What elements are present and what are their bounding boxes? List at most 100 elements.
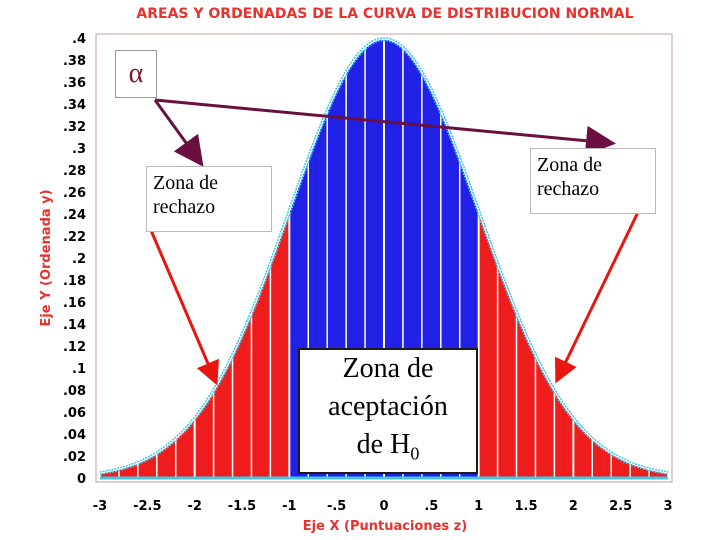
distribution-slice [452, 141, 455, 478]
distribution-slice [257, 296, 260, 478]
distribution-slice [431, 92, 434, 479]
distribution-slice [374, 40, 377, 478]
distribution-slice [550, 386, 553, 478]
distribution-slice [607, 451, 610, 478]
distribution-slice [342, 77, 345, 479]
distribution-slice [276, 246, 279, 478]
distribution-slice [490, 246, 493, 478]
distribution-slice [510, 301, 514, 478]
distribution-slice [304, 167, 307, 479]
distribution-slice [461, 167, 464, 479]
distribution-slice [349, 65, 353, 479]
distribution-slice [526, 337, 529, 478]
distribution-slice [126, 466, 129, 478]
distribution-slice [442, 118, 445, 479]
distribution-slice [474, 203, 478, 478]
y-tick-label: .18 [63, 274, 86, 289]
distribution-slice [465, 177, 468, 478]
distribution-slice [544, 376, 548, 478]
distribution-slice [111, 470, 114, 478]
y-tick-label: .14 [63, 318, 86, 333]
x-tick-label: -.5 [327, 499, 346, 514]
distribution-slice [312, 146, 315, 478]
distribution-slice [425, 81, 428, 479]
distribution-slice [149, 457, 152, 478]
y-tick-label: 0 [77, 472, 86, 487]
distribution-slice [601, 447, 604, 478]
distribution-slice [325, 113, 328, 478]
x-tick-label: 0 [379, 499, 388, 514]
chart-title: AREAS Y ORDENADAS DE LA CURVA DE DISTRIB… [136, 6, 633, 22]
distribution-slice [329, 104, 332, 479]
distribution-slice [385, 39, 389, 479]
distribution-slice [196, 414, 199, 478]
distribution-slice [188, 424, 192, 478]
distribution-slice [448, 132, 451, 478]
distribution-slice [582, 430, 585, 478]
distribution-slice [249, 315, 252, 478]
distribution-slice [300, 177, 303, 478]
distribution-slice [251, 310, 254, 478]
y-tick-label: .04 [63, 428, 86, 443]
distribution-slice [154, 453, 158, 478]
distribution-slice [533, 354, 536, 478]
distribution-slice [221, 376, 224, 478]
y-tick-label: .24 [63, 208, 86, 223]
distribution-slice [404, 50, 408, 479]
distribution-slice [306, 161, 309, 478]
distribution-slice [552, 389, 555, 478]
distribution-slice [107, 471, 110, 478]
distribution-slice [497, 266, 500, 478]
distribution-slice [310, 151, 313, 478]
distribution-slice [135, 463, 139, 478]
acceptance-zone-label: Zona de aceptación de H0 [298, 348, 478, 474]
distribution-slice [291, 203, 294, 478]
distribution-slice [224, 369, 228, 478]
distribution-slice [531, 350, 534, 478]
distribution-slice [664, 472, 667, 478]
distribution-slice [399, 45, 402, 479]
distribution-slice [321, 122, 324, 478]
distribution-slice [594, 441, 597, 478]
distribution-slice [463, 172, 466, 478]
distribution-slice [491, 251, 495, 478]
distribution-slice [520, 324, 523, 478]
distribution-slice [554, 392, 557, 478]
distribution-slice [493, 256, 496, 478]
distribution-slice [658, 471, 661, 478]
distribution-slice [245, 324, 248, 478]
distribution-slice [408, 54, 411, 479]
distribution-slice [397, 44, 400, 478]
rejection-zone-right-label: Zona de rechazo [530, 148, 656, 214]
distribution-slice [380, 39, 383, 479]
distribution-slice [211, 392, 214, 478]
distribution-slice [433, 96, 436, 479]
x-tick-label: 3 [663, 499, 672, 514]
distribution-slice [471, 193, 474, 479]
distribution-slice [332, 96, 336, 479]
alpha-arrow-right [154, 98, 616, 156]
y-axis-ticks: 0 .02 .04 .06 .08 .1 .12 .14 .16 .18 .2 .22 .24 .26 .2… [63, 32, 86, 487]
rejection-arrow-right [555, 207, 642, 384]
distribution-slice [480, 219, 483, 478]
distribution-slice [539, 365, 542, 478]
y-tick-label: .28 [63, 164, 86, 179]
x-tick-label: -2 [187, 499, 201, 514]
distribution-slice [459, 161, 462, 478]
distribution-slice [234, 350, 237, 478]
distribution-bars [99, 39, 669, 480]
distribution-slice [109, 471, 112, 478]
distribution-slice [266, 272, 269, 478]
distribution-slice [156, 452, 159, 478]
distribution-slice [348, 68, 351, 478]
acceptance-h-text: de H [356, 429, 411, 460]
distribution-slice [317, 132, 320, 478]
distribution-slice [577, 424, 580, 478]
y-tick-label: .12 [63, 340, 86, 355]
distribution-slice [414, 62, 417, 479]
distribution-slice [132, 464, 135, 478]
y-tick-label: .3 [72, 142, 86, 157]
distribution-slice [423, 77, 426, 479]
distribution-slice [599, 446, 603, 478]
